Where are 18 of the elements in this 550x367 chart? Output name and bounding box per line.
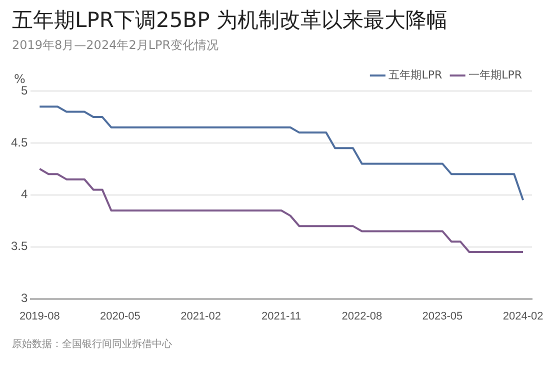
x-tick-label: 2021-02 bbox=[180, 310, 221, 322]
text: 原始数据：全国银行间同业拆借中心 bbox=[12, 338, 172, 352]
chart-title: 五年期LPR下调25BP 为机制改革以来最大降幅 bbox=[12, 7, 448, 34]
x-tick-label: 2022-08 bbox=[342, 310, 382, 322]
y-tick-label: 3 bbox=[20, 291, 28, 306]
y-tick-label: 3.5 bbox=[10, 239, 28, 254]
y-axis-title: % bbox=[14, 72, 26, 86]
chart-subtitle: 2019年8月—2024年2月LPR变化情况 bbox=[12, 37, 219, 54]
legend-label: 一年期LPR bbox=[468, 68, 522, 82]
x-tick-label: 2020-05 bbox=[100, 310, 140, 322]
x-tick-label: 2021-11 bbox=[262, 310, 302, 322]
y-tick-label: 4 bbox=[20, 187, 28, 202]
x-tick-label: 2024-02 bbox=[502, 310, 544, 322]
x-tick-label: 2019-08 bbox=[19, 310, 60, 322]
y-tick-label: 4.5 bbox=[10, 135, 28, 150]
legend-label: 五年期LPR bbox=[388, 68, 442, 82]
y-tick-label: 5 bbox=[20, 83, 28, 98]
x-tick-label: 2023-05 bbox=[422, 310, 463, 322]
